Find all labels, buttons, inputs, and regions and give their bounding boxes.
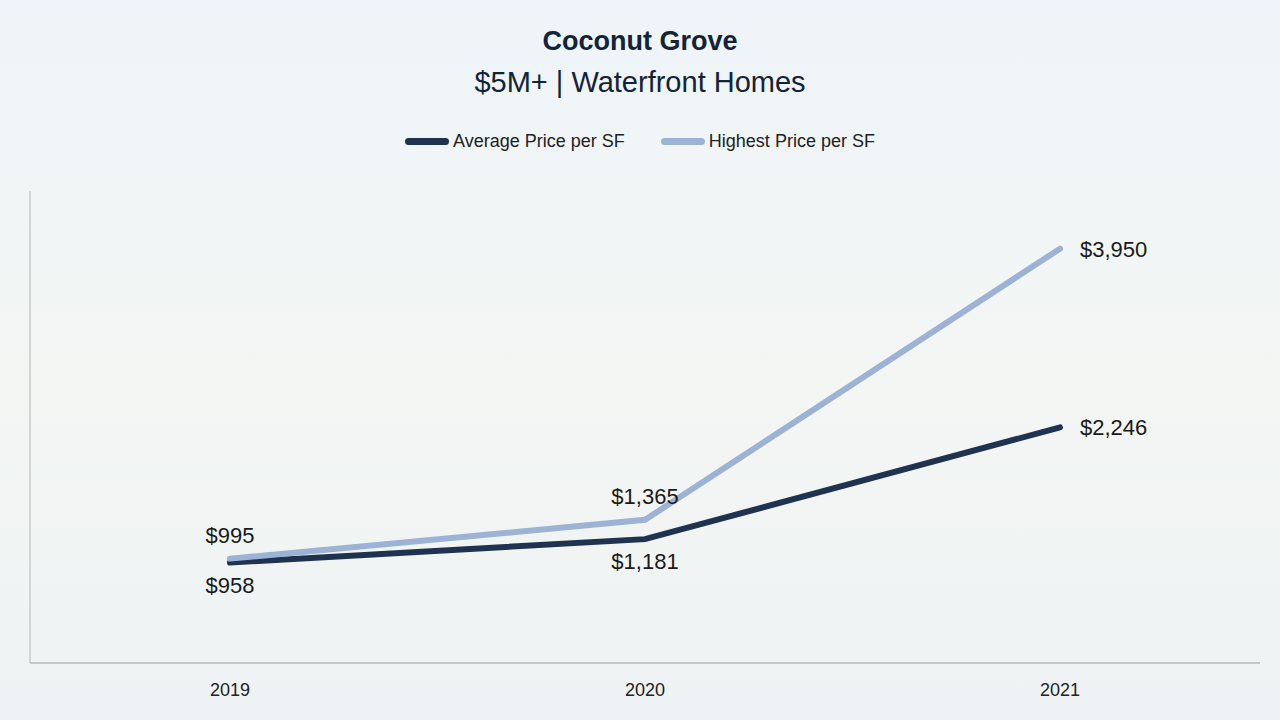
html-text:Highest Price per SF: Highest Price per SF (708, 131, 875, 151)
svg-text:2019: 2019 (210, 680, 250, 700)
svg-text:$995: $995 (206, 523, 255, 548)
html-text:Coconut Grove: Coconut Grove (542, 26, 738, 56)
html-text:Average Price per SF: Average Price per SF (453, 131, 625, 151)
svg-text:$2,246: $2,246 (1080, 415, 1147, 440)
svg-text:2021: 2021 (1040, 680, 1080, 700)
svg-text:$3,950: $3,950 (1080, 237, 1147, 262)
svg-text:$958: $958 (206, 573, 255, 598)
html-text:$5M+ | Waterfront Homes: $5M+ | Waterfront Homes (474, 66, 806, 98)
svg-text:$1,181: $1,181 (611, 549, 678, 574)
svg-text:2020: 2020 (625, 680, 665, 700)
svg-text:$1,365: $1,365 (611, 484, 678, 509)
